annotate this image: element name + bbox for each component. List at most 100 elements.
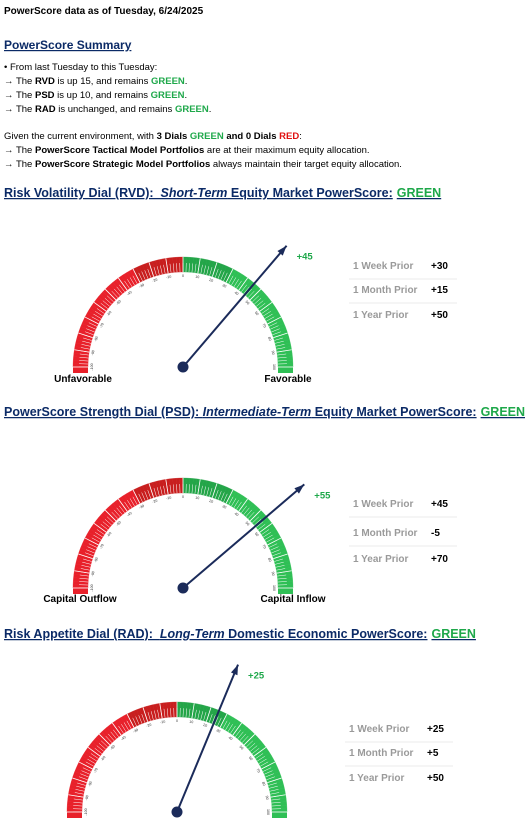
dial-minor-tick [277,353,287,356]
dial-minor-tick [272,552,281,557]
dial-minor-tick [245,288,252,296]
dial-minor-tick [268,785,278,789]
dial-minor-tick [185,708,188,718]
prior-value: +50 [427,773,444,784]
prior-label: 1 Month Prior [349,748,414,759]
dial-minor-tick [194,709,197,719]
dial-minor-tick [214,716,219,725]
dial-minor-tick [223,493,228,503]
dial-tick-label: 10 [195,275,200,280]
dial-tick [112,722,122,736]
dial-tick-label: 100 [272,364,276,370]
dial-minor-tick [254,298,262,305]
dial-minor-tick [132,275,138,284]
dial-minor-tick [132,496,138,505]
dial-band [67,812,82,818]
dial-minor-tick [91,537,100,543]
dial-minor-tick [88,322,98,327]
needle-value: +45 [297,252,314,263]
dial-tick [104,288,117,301]
dial-tick [191,703,195,719]
dial-minor-tick [172,484,175,494]
dial-tick [267,777,282,784]
dial-tick [232,722,242,736]
dial-minor-tick [83,558,92,562]
dial-minor-tick [141,271,146,280]
dial-tick-label: 30 [216,728,221,733]
dial-tick-label: 80 [261,781,266,786]
dial-minor-tick [102,300,110,307]
dial-minor-tick [85,331,94,336]
dial-tick [249,288,262,301]
dial-minor-tick [129,498,135,507]
prior-value: +30 [431,261,448,272]
dial-minor-tick [150,711,154,721]
dial-minor-tick [79,353,89,356]
dial-minor-tick [93,313,102,319]
dial-tick [259,523,273,533]
title-part: GREEN [431,627,475,641]
dial-minor-tick [209,488,213,497]
dial-minor-tick [160,486,163,496]
dial-minor-tick [169,263,172,273]
dial-tick-label: -90 [91,350,96,356]
dial-minor-tick [270,792,280,795]
dial-minor-tick [127,500,133,508]
dial-tick-label: -80 [94,557,99,563]
dial-minor-tick [191,263,194,273]
prior-label: 1 Week Prior [349,724,410,735]
dial-minor-tick [220,492,225,501]
dial-minor-tick [147,269,152,278]
dial-tick [159,703,163,719]
dial-tick [118,498,128,512]
dial-minor-tick [89,756,97,762]
dial-minor-tick [98,743,106,750]
dial-tick-label: 10 [189,720,194,725]
dial-tick-label: 60 [254,532,260,538]
dial-minor-tick [261,529,270,535]
dial-tick-label: -100 [84,808,88,815]
dial-minor-tick [220,271,225,280]
dial-minor-tick [116,507,123,515]
dial-minor-tick [118,725,124,734]
dial-minor-tick [265,773,274,778]
dial-tick [118,277,128,291]
dial-tick [104,509,117,522]
dial-tick [273,332,288,339]
dial-minor-tick [191,484,194,494]
dial-minor-tick [255,753,264,759]
dial-tick-label: 50 [245,521,251,527]
dial-tick-label: -100 [90,363,94,370]
dial-minor-tick [80,773,89,778]
dial-minor-tick [87,546,96,551]
dial-band [73,588,88,594]
dial-minor-tick [100,524,109,530]
dial-minor-tick [107,516,114,524]
dial-minor-tick [101,740,108,748]
dial-minor-tick [170,708,172,718]
dial-minor-tick [264,770,273,775]
dial-tick-label: 60 [248,756,254,762]
dial-band [73,367,88,373]
header: PowerScore data as of Tuesday, 6/24/2025 [4,6,204,17]
right-label: Favorable [264,374,312,385]
dial-tick-label: -70 [99,322,105,328]
dial-minor-tick [141,492,146,501]
dial-tick-label: -20 [152,499,158,504]
needle-value: +25 [248,671,265,682]
dial-tick-label: 90 [271,350,276,355]
dial-tick-label: -30 [138,283,144,289]
dial-minor-tick [73,805,83,807]
dial-minor-tick [86,549,95,554]
dial-tick [93,302,107,312]
dial-minor-tick [231,498,237,507]
needle-hub [177,361,189,373]
dial-minor-tick [147,490,152,499]
dial-tick-label: -30 [132,728,138,734]
prior-label: 1 Week Prior [353,499,414,510]
dial-minor-tick [277,577,287,580]
dial-minor-tick [236,280,242,289]
dial-minor-tick [79,356,89,359]
dial-tick-label: -20 [152,278,158,283]
dial-minor-tick [217,717,222,727]
